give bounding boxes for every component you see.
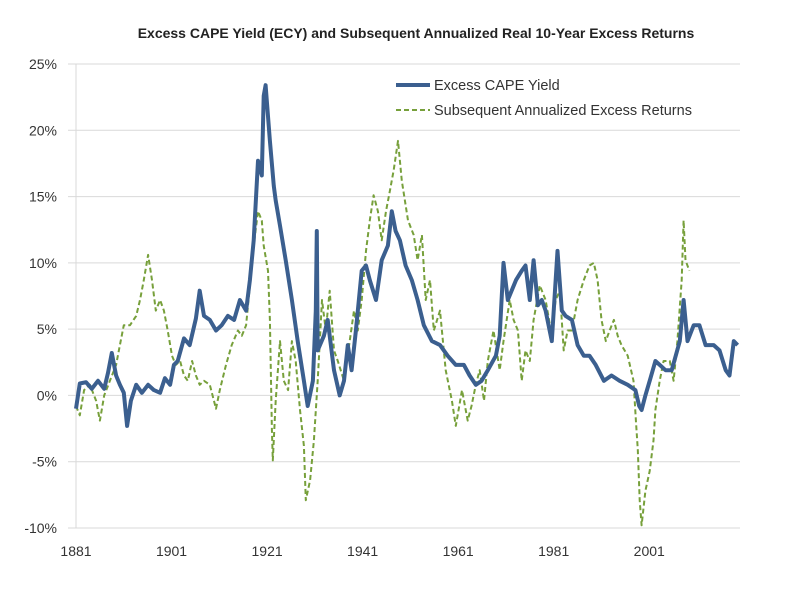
x-axis-ticks: 1881 1901 1921 1941 1961 1981 2001	[60, 543, 665, 559]
y-tick-label: 0%	[37, 387, 57, 403]
y-tick-label: -5%	[32, 454, 57, 470]
y-tick-label: 25%	[29, 56, 57, 72]
y-tick-label: 15%	[29, 189, 57, 205]
legend-label-excess-cape-yield: Excess CAPE Yield	[434, 78, 560, 94]
series-line-excess-cape-yield	[74, 83, 740, 428]
legend: Excess CAPE Yield Subsequent Annualized …	[396, 78, 692, 119]
series-lines	[74, 83, 740, 527]
y-tick-label: 10%	[29, 255, 57, 271]
x-tick-label: 1881	[60, 543, 91, 559]
y-axis-ticks: -10% -5% 0% 5% 10% 15% 20% 25%	[24, 56, 57, 536]
x-tick-label: 1921	[252, 543, 283, 559]
x-tick-label: 1981	[538, 543, 569, 559]
y-tick-label: 5%	[37, 321, 57, 337]
series-line-subsequent-returns	[75, 139, 691, 527]
x-tick-label: 1941	[347, 543, 378, 559]
y-tick-label: -10%	[24, 520, 57, 536]
legend-label-subsequent-returns: Subsequent Annualized Excess Returns	[434, 103, 692, 119]
x-tick-label: 2001	[634, 543, 665, 559]
x-tick-label: 1961	[443, 543, 474, 559]
chart-title: Excess CAPE Yield (ECY) and Subsequent A…	[138, 25, 695, 41]
x-tick-label: 1901	[156, 543, 187, 559]
gridlines	[68, 63, 740, 529]
y-tick-label: 20%	[29, 122, 57, 138]
